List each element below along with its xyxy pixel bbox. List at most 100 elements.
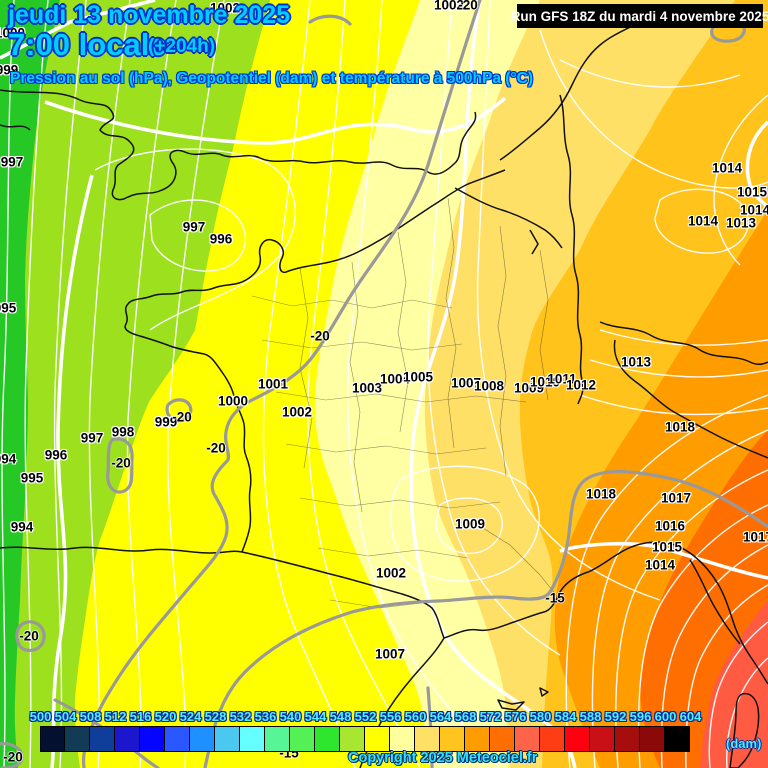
scale-swatch [565, 726, 590, 752]
scale-swatch [515, 726, 540, 752]
pressure-label: 1009 [454, 516, 486, 532]
scale-tick-label: 560 [404, 709, 427, 724]
scale-tick-label: 596 [629, 709, 652, 724]
scale-tick-label: 524 [179, 709, 202, 724]
time-line: 7:00 locale [8, 27, 167, 62]
pressure-label: 1015 [651, 539, 683, 555]
scale-swatch [215, 726, 240, 752]
temperature-label: -20 [111, 455, 131, 471]
scale-tick-label: 580 [529, 709, 552, 724]
pressure-label: 1013 [620, 354, 652, 370]
scale-tick-label: 536 [254, 709, 277, 724]
pressure-label: 1000 [0, 25, 26, 41]
pressure-label: 1011 [547, 371, 577, 387]
pressure-label: 1010 [529, 374, 561, 390]
scale-tick-label: 504 [54, 709, 77, 724]
pressure-label: 1003 [351, 380, 383, 396]
scale-swatch [465, 726, 490, 752]
pressure-label: 1004 [379, 371, 411, 387]
pressure-label: 1002 [209, 0, 241, 16]
scale-tick-label: 576 [504, 709, 527, 724]
pressure-label: 995 [20, 470, 44, 486]
coastline-borders [0, 21, 768, 768]
pressure-label: 1000 [217, 393, 249, 409]
pressure-label: 1018 [585, 486, 617, 502]
scale-tick-label: 564 [429, 709, 452, 724]
scale-tick-row: 500 504 508 512 516 520 524 528 532 536 540 544 548 5… [28, 709, 703, 724]
date-line: jeudi 13 novembre 2025 [8, 1, 291, 29]
scale-swatch [615, 726, 640, 752]
scale-tick-label: 588 [579, 709, 602, 724]
scale-tick-label: 532 [229, 709, 252, 724]
scale-tick-label: 520 [154, 709, 177, 724]
map-subtitle: Pression au sol (hPa), Geopotentiel (dam… [10, 70, 533, 87]
scale-tick-label: 568 [454, 709, 477, 724]
scale-unit-label: (dam) [726, 736, 762, 751]
scale-swatch [540, 726, 565, 752]
scale-swatch [440, 726, 465, 752]
pressure-label: 1001 [257, 376, 289, 392]
scale-tick-label: 516 [129, 709, 152, 724]
scale-tick-label: 508 [79, 709, 102, 724]
temperature-label: -20 [3, 749, 23, 765]
pressure-label: 1013 [725, 215, 757, 231]
department-borders [251, 197, 561, 609]
pressure-label: 1014 [687, 213, 719, 229]
pressure-label: 1015 [736, 184, 768, 200]
scale-tick-label: 604 [679, 709, 702, 724]
scale-tick-label: 600 [654, 709, 677, 724]
pressure-label: 1008 [473, 378, 505, 394]
pressure-label: 1014 [711, 160, 743, 176]
scale-swatch [415, 726, 440, 752]
scale-swatch [90, 726, 115, 752]
scale-swatch [65, 726, 90, 752]
pressure-label: 994 [0, 451, 17, 467]
temperature-label: -20 [19, 628, 39, 644]
scale-tick-label: 512 [104, 709, 127, 724]
scale-swatch [315, 726, 340, 752]
pressure-label: 1002 [375, 565, 407, 581]
temperature-label: -20 [172, 409, 192, 425]
scale-swatch [340, 726, 365, 752]
pressure-label: 1007 [450, 375, 482, 391]
pressure-label: 1005 [402, 369, 434, 385]
scale-swatch [290, 726, 315, 752]
scale-tick-label: 572 [479, 709, 502, 724]
scale-swatch [190, 726, 215, 752]
pressure-label: 997 [0, 154, 24, 170]
scale-tick-label: 584 [554, 709, 577, 724]
pressure-label: 1007 [374, 646, 406, 662]
pressure-label: 998 [111, 424, 135, 440]
scale-swatch [365, 726, 390, 752]
scale-swatch [240, 726, 265, 752]
temperature-label: -20 [206, 440, 226, 456]
scale-swatch-row [40, 726, 690, 752]
temperature-label: -20 [458, 0, 478, 13]
copyright-label: Copyright 2025 Meteociel.fr [348, 750, 538, 766]
scale-swatch [490, 726, 515, 752]
pressure-label: 994 [10, 519, 34, 535]
scale-swatch [640, 726, 665, 752]
scale-tick-label: 556 [379, 709, 402, 724]
scale-tick-label: 552 [354, 709, 377, 724]
pressure-label: 999 [154, 414, 178, 430]
pressure-label: 996 [209, 231, 233, 247]
temperature-label: -15 [545, 590, 565, 606]
scale-tick-label: 500 [29, 709, 52, 724]
forecast-offset-label: (+204h) [148, 36, 216, 57]
pressure-label: 997 [182, 219, 206, 235]
pressure-label: 995 [0, 300, 17, 316]
scale-swatch [265, 726, 290, 752]
scale-tick-label: 540 [279, 709, 302, 724]
scale-swatch [40, 726, 65, 752]
scale-swatch [140, 726, 165, 752]
pressure-label: 1002 [281, 404, 313, 420]
scale-swatch [390, 726, 415, 752]
scale-tick-label: 528 [204, 709, 227, 724]
pressure-label: 1009 [513, 380, 545, 396]
scale-swatch [665, 726, 690, 752]
